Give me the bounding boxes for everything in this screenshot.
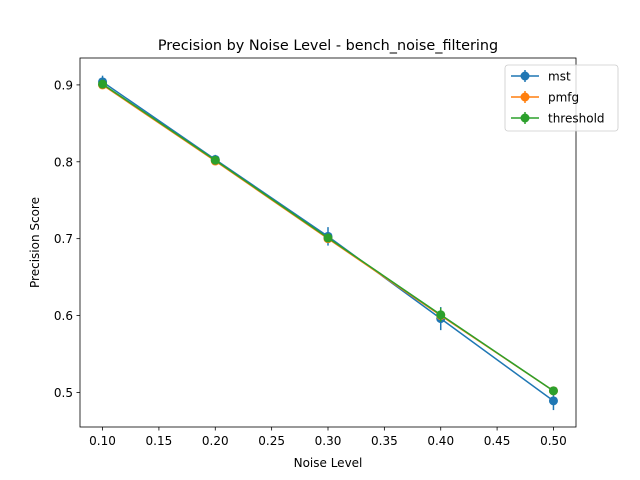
series-layer <box>98 75 558 411</box>
x-tick-label: 0.30 <box>315 434 342 448</box>
data-point <box>548 396 558 406</box>
data-point <box>436 310 446 320</box>
series-threshold <box>98 79 558 396</box>
legend-item: mst <box>511 70 571 84</box>
plot-area <box>79 57 577 428</box>
legend: mst pmfg threshold <box>504 64 619 132</box>
chart-title: Precision by Noise Level - bench_noise_f… <box>158 38 498 54</box>
legend-label: pmfg <box>548 91 579 105</box>
x-tick-label: 0.40 <box>427 434 454 448</box>
data-point <box>548 386 558 396</box>
legend-marker <box>520 113 530 123</box>
y-tick-label: 0.8 <box>54 155 73 169</box>
y-axis: 0.5 0.6 0.7 0.8 0.9 <box>54 78 80 400</box>
y-axis-label: Precision Score <box>28 197 42 288</box>
data-point <box>323 233 333 243</box>
x-tick-label: 0.35 <box>371 434 398 448</box>
x-tick-label: 0.45 <box>484 434 511 448</box>
legend-label: mst <box>548 70 571 84</box>
data-point <box>210 155 220 165</box>
legend-item: pmfg <box>511 91 579 105</box>
legend-box <box>504 64 619 132</box>
x-tick-label: 0.50 <box>540 434 567 448</box>
x-axis-label: Noise Level <box>294 456 363 470</box>
x-tick-label: 0.25 <box>258 434 285 448</box>
x-tick-label: 0.10 <box>89 434 116 448</box>
y-tick-label: 0.9 <box>54 78 73 92</box>
x-axis: 0.10 0.15 0.20 0.25 0.30 0.35 0.40 0.45 0.50 <box>89 427 567 448</box>
x-tick-label: 0.20 <box>202 434 229 448</box>
legend-label: threshold <box>548 112 605 126</box>
x-tick-label: 0.15 <box>146 434 173 448</box>
y-tick-label: 0.7 <box>54 232 73 246</box>
y-tick-label: 0.5 <box>54 386 73 400</box>
legend-marker <box>520 92 530 102</box>
legend-marker <box>520 71 530 81</box>
data-point <box>98 79 108 89</box>
legend-item: threshold <box>511 112 605 126</box>
y-tick-label: 0.6 <box>54 309 73 323</box>
